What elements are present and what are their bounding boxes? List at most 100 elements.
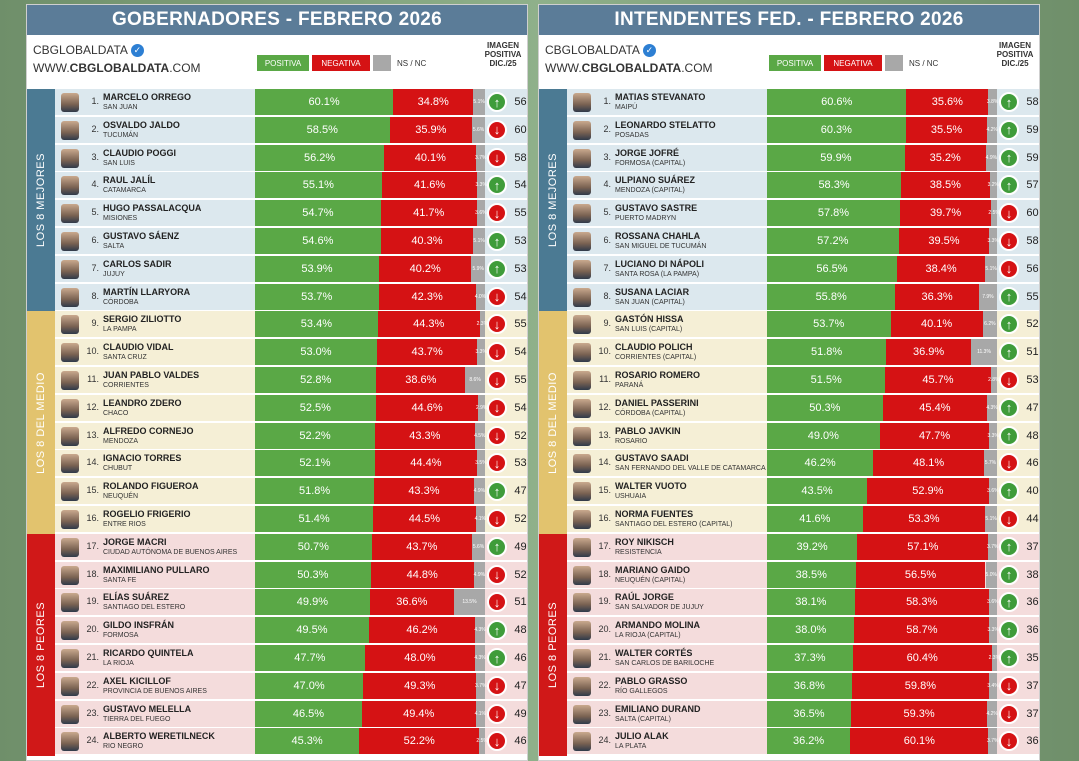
image-value: 46,1%: [514, 735, 527, 748]
person-name: IGNACIO TORRES: [103, 453, 182, 464]
bar-positive: 49.0%: [767, 422, 880, 449]
person-name: ROLANDO FIGUEROA: [103, 481, 199, 492]
avatar: [573, 732, 591, 752]
bar-negative: 47.7%: [879, 422, 990, 449]
table-row: 5. HUGO PASSALACQUA MISIONES 54.7% 41.7% 3.6%…: [55, 200, 527, 228]
bar-ns: 7.9%: [978, 283, 997, 310]
arrow-up-icon: ↑: [487, 648, 507, 668]
arrow-up-icon: ↑: [999, 175, 1019, 196]
row-divider: [55, 365, 527, 367]
person-name: SERGIO ZILIOTTO: [103, 314, 182, 325]
arrow-down-icon: ↓: [487, 592, 507, 613]
avatar: [61, 287, 79, 307]
bar-negative: 60.1%: [850, 728, 989, 755]
stacked-bar: 60.3% 35.5% 4.2%: [767, 116, 998, 143]
person-name: JULIO ALAK: [615, 731, 669, 742]
arrow-down-icon: ↓: [999, 675, 1019, 696]
image-value: 46.8%: [1026, 457, 1039, 470]
person-name: GUSTAVO MELELLA: [103, 703, 192, 714]
avatar: [573, 315, 591, 335]
bar-positive: 38.0%: [767, 617, 855, 644]
person-place: PROVINCIA DE BUENOS AIRES: [103, 687, 207, 695]
row-divider: [567, 115, 1039, 116]
rank: 8.: [603, 290, 611, 301]
person-name: CLAUDIO POLICH: [615, 342, 693, 353]
arrow-down-icon: ↓: [487, 675, 507, 696]
bar-negative: 53.3%: [862, 506, 986, 532]
bar-positive: 60.3%: [767, 116, 906, 143]
rank: 4.: [603, 179, 611, 190]
stacked-bar: 50.3% 44.8% 4.9%: [255, 561, 485, 588]
bar-ns: 5.6%: [472, 116, 485, 143]
stacked-bar: 53.7% 40.1% 6.2%: [767, 311, 997, 338]
bar-positive: 57.8%: [767, 200, 900, 227]
person-name: MAXIMILIANO PULLARO: [103, 564, 210, 575]
image-value: 53,7%: [514, 457, 527, 470]
bar-negative: 52.2%: [359, 728, 480, 755]
image-value: 59.3%: [1026, 123, 1039, 136]
url-prefix: WWW.: [545, 61, 582, 75]
bar-ns: 3.5%: [475, 450, 487, 477]
rank: 6.: [91, 235, 99, 245]
avatar: [573, 537, 591, 557]
stacked-bar: 46.2% 48.1% 5.7%: [767, 450, 997, 477]
bar-ns: 5.9%: [471, 255, 485, 282]
ranking-rows: LOS 8 MEJORES LOS 8 DEL MEDIO LOS 8 PEORES…: [539, 89, 1039, 758]
person-place: FORMOSA: [103, 632, 139, 640]
avatar: [573, 704, 591, 724]
person-place: CHUBUT: [103, 465, 133, 473]
rank: 22.: [598, 679, 611, 690]
image-value: 58.0%: [1026, 96, 1039, 108]
rank: 20.: [86, 624, 99, 635]
bar-positive: 41.6%: [767, 506, 863, 532]
chart-title: GOBERNADORES - FEBRERO 2026: [27, 5, 527, 35]
bar-ns: 3.2%: [988, 172, 999, 199]
arrow-down-icon: ↓: [487, 203, 507, 224]
person-place: FORMOSA (CAPITAL): [615, 159, 686, 167]
table-row: 16. NORMA FUENTES SANTIAGO DEL ESTERO (CAP…: [567, 506, 1039, 533]
bar-negative: 35.9%: [389, 116, 473, 143]
avatar: [573, 343, 591, 363]
row-divider: [55, 587, 527, 589]
bar-positive: 49.9%: [255, 589, 370, 616]
person-place: SAN CARLOS DE BARILOCHE: [615, 660, 715, 667]
person-place: SANTIAGO DEL ESTERO: [103, 604, 186, 612]
group-label-text: LOS 8 DEL MEDIO: [35, 371, 47, 474]
avatar: [61, 148, 79, 168]
person-place: LA PLATA: [615, 743, 647, 751]
stacked-bar: 47.0% 49.3% 3.7%: [255, 672, 486, 699]
avatar: [61, 704, 79, 724]
person-name: LEANDRO ZDERO: [103, 397, 182, 408]
arrow-up-icon: ↑: [999, 397, 1019, 418]
person-place: ROSARIO: [615, 437, 648, 445]
bar-negative: 43.3%: [374, 478, 474, 505]
person-place: SALTA: [103, 243, 125, 250]
bar-ns: 2.5%: [476, 728, 488, 755]
person-name: ULPIANO SUÁREZ: [615, 175, 696, 186]
image-value: 47,2%: [514, 679, 527, 692]
bar-positive: 51.4%: [255, 506, 374, 532]
rank: 7.: [91, 262, 99, 273]
stacked-bar: 57.8% 39.7% 2.5%: [767, 200, 1000, 227]
arrow-up-icon: ↑: [487, 620, 507, 641]
table-row: 13. ALFREDO CORNEJO MENDOZA 52.2% 43.3% 4.5% ↓…: [55, 422, 527, 450]
image-header: IMAGEN POSITIVA DIC./25: [483, 41, 523, 68]
table-row: 11. ROSARIO ROMERO PARANÁ 51.5% 45.7% 2.8% ↓ 53…: [567, 367, 1039, 394]
person-name: RAUL JALÍL: [103, 175, 156, 186]
row-divider: [567, 754, 1039, 756]
row-divider: [55, 615, 527, 617]
image-value: 54,2%: [514, 290, 527, 303]
avatar: [573, 482, 591, 502]
row-divider: [567, 226, 1039, 228]
avatar: [61, 204, 79, 224]
stacked-bar: 36.2% 60.1% 3.7%: [767, 728, 998, 755]
stacked-bar: 36.8% 59.8% 3.4%: [767, 672, 999, 699]
group-label-2: LOS 8 PEORES: [539, 533, 567, 757]
bar-negative: 41.7%: [380, 200, 477, 227]
image-value: 53,0%: [514, 262, 527, 275]
person-name: GUSTAVO SASTRE: [615, 203, 698, 214]
bar-positive: 52.5%: [255, 394, 376, 421]
person-place: TUCUMÁN: [103, 131, 138, 139]
